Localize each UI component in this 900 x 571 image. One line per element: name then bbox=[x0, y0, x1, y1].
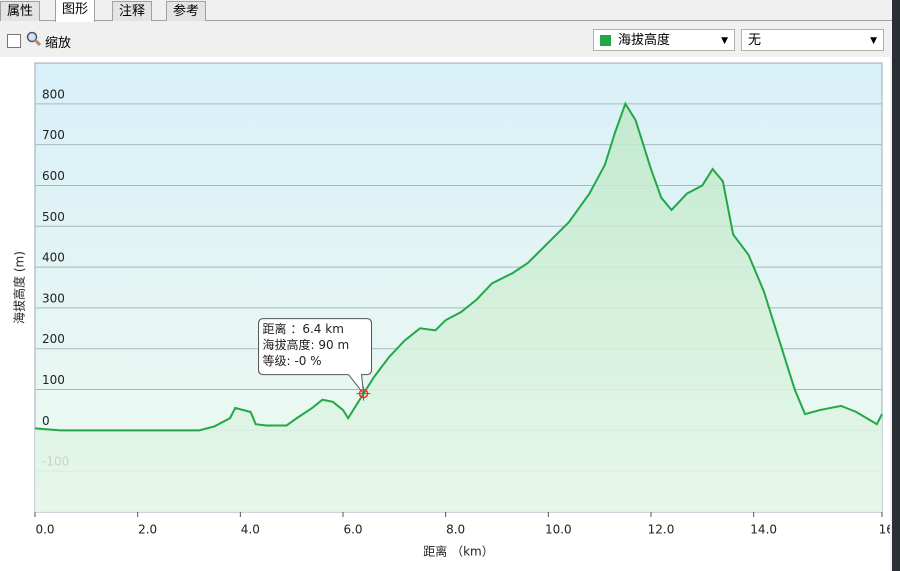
y-axis-label: 海拔高度 (m) bbox=[12, 251, 27, 324]
y-tick-label: 600 bbox=[42, 169, 65, 183]
y-tick-label: 800 bbox=[42, 87, 65, 101]
y-tick-label: 400 bbox=[42, 251, 65, 265]
tab[interactable]: 图形 bbox=[55, 0, 96, 22]
elevation-line bbox=[34, 101, 883, 432]
tooltip-box bbox=[258, 318, 373, 396]
x-tick-label: 0.0 bbox=[35, 523, 54, 537]
x-tick-label: 10.0 bbox=[545, 523, 572, 537]
y-tick-label: 200 bbox=[42, 332, 65, 346]
tab[interactable]: 参考 bbox=[166, 1, 207, 21]
x-tick-label: 14.0 bbox=[750, 523, 777, 537]
y-tick-label: 0 bbox=[42, 414, 50, 428]
x-tick-label: 12.0 bbox=[648, 523, 675, 537]
dropdown-text: 海拔高度 bbox=[618, 33, 671, 48]
tab-rule bbox=[0, 20, 900, 21]
x-axis-label: 距离 （km） bbox=[423, 544, 493, 559]
y-tick-label: 500 bbox=[42, 210, 65, 224]
zoom-icon bbox=[26, 31, 42, 47]
x-tick-label: 8.0 bbox=[446, 523, 465, 537]
tab[interactable]: 注释 bbox=[112, 1, 153, 21]
x-tick-label: 4.0 bbox=[241, 523, 260, 537]
series-dropdown[interactable]: 海拔高度 ▼ bbox=[593, 29, 735, 51]
checkbox[interactable] bbox=[7, 34, 21, 48]
dropdown-text: 无 bbox=[748, 33, 762, 48]
tooltip-line: 距离 ：6.4 km bbox=[263, 321, 344, 336]
option-dropdown[interactable]: 无 ▼ bbox=[741, 29, 884, 51]
y-tick-label: 700 bbox=[42, 128, 65, 142]
tooltip-line: 海拔高度: 90 m bbox=[263, 337, 350, 352]
x-tick-label: 16.5 bbox=[879, 523, 890, 537]
x-tick-label: 2.0 bbox=[138, 523, 157, 537]
series-swatch bbox=[600, 35, 611, 46]
y-tick-label: 100 bbox=[42, 373, 65, 387]
chart: -10001002003004005006007008000.02.04.06.… bbox=[0, 57, 890, 571]
x-tick-label: 6.0 bbox=[343, 523, 362, 537]
tab[interactable]: 属性 bbox=[0, 1, 41, 21]
zoom-label: 缩放 bbox=[45, 36, 72, 51]
elevation-area bbox=[35, 103, 882, 512]
y-tick-label: 300 bbox=[42, 291, 65, 305]
tooltip-line: 等级: -0 % bbox=[263, 354, 322, 368]
window-edge bbox=[892, 0, 900, 571]
